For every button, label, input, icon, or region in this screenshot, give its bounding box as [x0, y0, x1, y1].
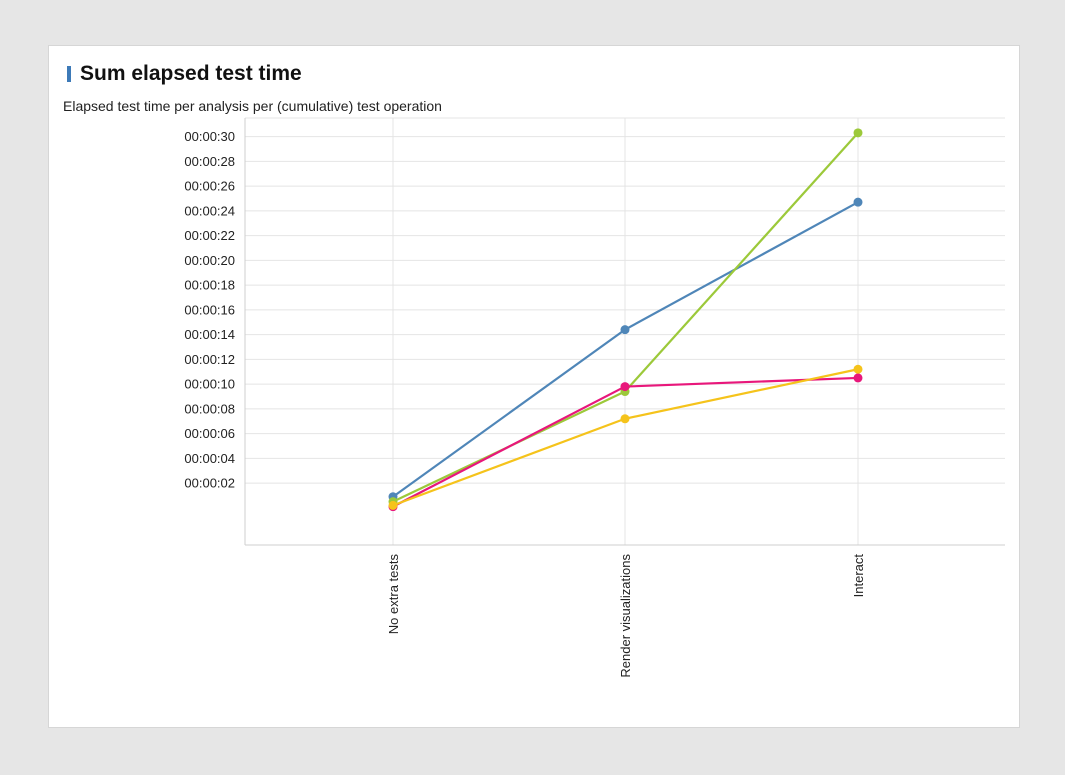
label-layer: 00:00:02 00:00:04 00:00:06 00:00:08 00:00:10…: [184, 129, 866, 678]
y-tick-label: 00:00:26: [184, 179, 235, 194]
y-tick-label: 00:00:28: [184, 154, 235, 169]
line-chart: 00:00:02 00:00:04 00:00:06 00:00:08 00:00:10…: [184, 117, 1005, 678]
series-point-4: [853, 364, 863, 374]
y-tick-label: 00:00:02: [184, 476, 235, 491]
x-category-label: Render visualizations: [618, 554, 633, 678]
y-tick-label: 00:00:12: [184, 352, 235, 367]
chart-panel: Sum elapsed test time Elapsed test time …: [48, 45, 1020, 728]
series-point-1: [853, 197, 863, 207]
series-point-1: [620, 325, 630, 335]
y-tick-label: 00:00:22: [184, 228, 235, 243]
series-point-4: [388, 500, 398, 510]
series-point-2: [853, 128, 863, 138]
series-point-3: [620, 382, 630, 392]
y-tick-label: 00:00:20: [184, 253, 235, 268]
y-tick-label: 00:00:16: [184, 302, 235, 317]
x-category-label: No extra tests: [386, 554, 401, 635]
y-tick-label: 00:00:10: [184, 377, 235, 392]
series-point-4: [620, 414, 630, 424]
y-tick-label: 00:00:18: [184, 278, 235, 293]
series-layer: [388, 128, 863, 512]
x-category-label: Interact: [851, 554, 866, 598]
y-tick-label: 00:00:30: [184, 129, 235, 144]
axis-layer: [244, 118, 1005, 546]
grid-layer: [245, 117, 1005, 545]
series-point-3: [853, 373, 863, 383]
y-tick-label: 00:00:24: [184, 203, 235, 218]
y-tick-label: 00:00:04: [184, 451, 235, 466]
y-tick-label: 00:00:06: [184, 426, 235, 441]
chart-subtitle: Elapsed test time per analysis per (cumu…: [63, 98, 442, 114]
title-row: Sum elapsed test time: [67, 62, 302, 86]
title-accent-bar: [67, 66, 71, 82]
y-tick-label: 00:00:14: [184, 327, 235, 342]
y-tick-label: 00:00:08: [184, 401, 235, 416]
chart-title: Sum elapsed test time: [80, 62, 302, 85]
